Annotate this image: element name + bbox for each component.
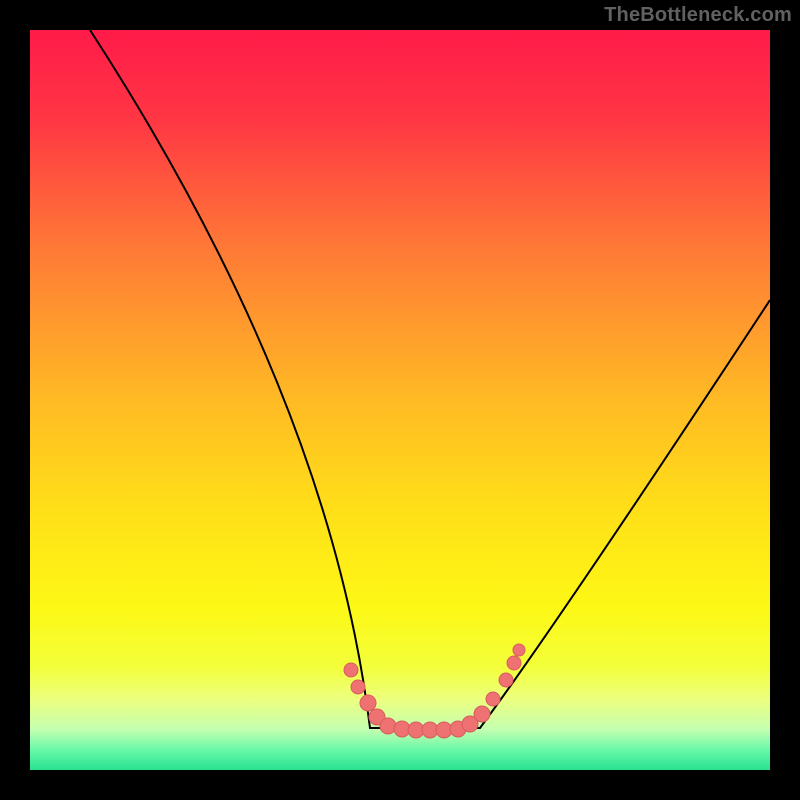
curve-marker (474, 706, 490, 722)
chart-frame: TheBottleneck.com (0, 0, 800, 800)
curve-marker (360, 695, 376, 711)
bottleneck-chart (0, 0, 800, 800)
curve-marker (507, 656, 521, 670)
curve-marker (380, 718, 396, 734)
plot-background (30, 30, 770, 770)
curve-marker (513, 644, 525, 656)
curve-marker (344, 663, 358, 677)
curve-marker (499, 673, 513, 687)
watermark-text: TheBottleneck.com (604, 4, 792, 27)
curve-marker (351, 680, 365, 694)
curve-marker (486, 692, 500, 706)
